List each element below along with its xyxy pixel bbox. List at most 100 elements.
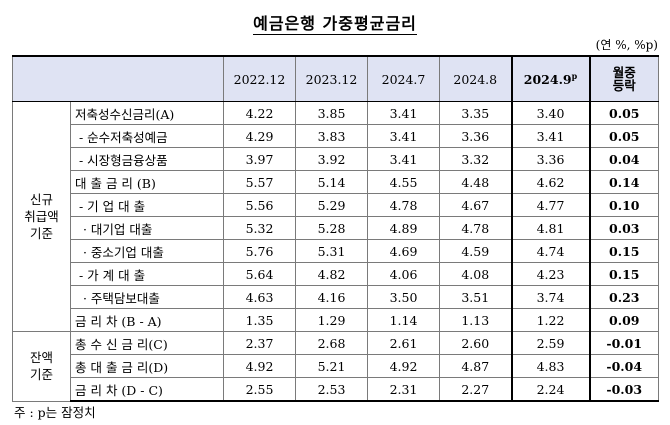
row-label: · 주택담보대출 bbox=[70, 285, 224, 309]
table-row: 금 리 차 (B - A) 1.35 1.29 1.14 1.13 1.22 0.09 bbox=[13, 308, 659, 332]
row-label: · 대기업 대출 bbox=[70, 216, 224, 240]
row-label: - 기 업 대 출 bbox=[70, 193, 224, 217]
table-row: - 가 계 대 출 5.64 4.82 4.06 4.08 4.23 0.15 bbox=[13, 262, 659, 286]
cell-current: 3.74 bbox=[510, 285, 591, 309]
cell-change: 0.03 bbox=[589, 216, 659, 240]
cell-value: 4.29 bbox=[223, 124, 296, 148]
table-row: 잔액 기준 총 수 신 금 리(C) 2.37 2.68 2.61 2.60 2.59 -0.0… bbox=[12, 331, 659, 402]
table-row: 금 리 차 (D - C) 2.55 2.53 2.31 2.27 2.24 -0.03 bbox=[13, 377, 659, 402]
cell-value: 5.32 bbox=[223, 216, 296, 240]
cell-value: 4.69 bbox=[367, 239, 440, 263]
cell-value: 5.21 bbox=[295, 354, 368, 378]
cell-value: 5.14 bbox=[295, 170, 368, 194]
cell-value: 4.08 bbox=[439, 262, 512, 286]
table-row: - 시장형금융상품 3.97 3.92 3.41 3.32 3.36 0.04 bbox=[13, 147, 659, 171]
cell-current: 3.41 bbox=[510, 124, 591, 148]
cell-value: 3.92 bbox=[295, 147, 368, 171]
table-row: · 주택담보대출 4.63 4.16 3.50 3.51 3.74 0.23 bbox=[13, 285, 659, 309]
table-row: - 기 업 대 출 5.56 5.29 4.78 4.67 4.77 0.10 bbox=[13, 193, 659, 217]
cell-current: 1.22 bbox=[510, 308, 591, 332]
cell-value: 5.29 bbox=[295, 193, 368, 217]
cell-current: 3.40 bbox=[510, 101, 591, 125]
cell-change: 0.15 bbox=[589, 239, 659, 263]
unit-label: (연 %, %p) bbox=[595, 38, 658, 52]
cell-change: 0.05 bbox=[589, 124, 659, 148]
cell-current: 4.62 bbox=[510, 170, 591, 194]
cell-current: 4.74 bbox=[510, 239, 591, 263]
cell-value: 3.83 bbox=[295, 124, 368, 148]
table-row: 신규 취급액 기준 저축성수신금리(A) 4.22 3.85 3.41 3.35 3.40 0.0… bbox=[12, 101, 659, 332]
cell-change: 0.09 bbox=[589, 308, 659, 332]
cell-value: 5.56 bbox=[223, 193, 296, 217]
cell-change: 0.15 bbox=[589, 262, 659, 286]
row-label: · 중소기업 대출 bbox=[70, 239, 224, 263]
group-label-new: 신규 취급액 기준 bbox=[12, 101, 71, 332]
row-label: 총 대 출 금 리(D) bbox=[70, 354, 224, 378]
cell-value: 5.57 bbox=[223, 170, 296, 194]
cell-change: 0.04 bbox=[589, 147, 659, 171]
row-label: - 시장형금융상품 bbox=[70, 147, 224, 171]
row-label: 대 출 금 리 (B) bbox=[70, 170, 224, 194]
cell-value: 5.28 bbox=[295, 216, 368, 240]
row-label: 총 수 신 금 리(C) bbox=[70, 331, 224, 355]
cell-current: 2.59 bbox=[510, 331, 591, 355]
table-row: · 중소기업 대출 5.76 5.31 4.69 4.59 4.74 0.15 bbox=[13, 239, 659, 263]
cell-value: 4.63 bbox=[223, 285, 296, 309]
col-header: 2023.12 bbox=[295, 55, 368, 102]
cell-value: 4.59 bbox=[439, 239, 512, 263]
cell-current: 4.77 bbox=[510, 193, 591, 217]
cell-value: 2.37 bbox=[223, 331, 296, 355]
cell-value: 4.78 bbox=[367, 193, 440, 217]
cell-value: 3.36 bbox=[439, 124, 512, 148]
cell-change: 0.23 bbox=[589, 285, 659, 309]
row-label: - 가 계 대 출 bbox=[70, 262, 224, 286]
cell-current: 2.24 bbox=[510, 377, 591, 402]
header-corner bbox=[12, 55, 224, 102]
cell-value: 3.41 bbox=[367, 101, 440, 125]
cell-value: 2.53 bbox=[295, 377, 368, 402]
table-row: 총 대 출 금 리(D) 4.92 5.21 4.92 4.87 4.83 -0.04 bbox=[13, 354, 659, 378]
row-label: 금 리 차 (B - A) bbox=[70, 308, 224, 332]
cell-value: 4.92 bbox=[367, 354, 440, 378]
table-row: · 대기업 대출 5.32 5.28 4.89 4.78 4.81 0.03 bbox=[13, 216, 659, 240]
cell-value: 4.16 bbox=[295, 285, 368, 309]
cell-value: 2.68 bbox=[295, 331, 368, 355]
cell-change: -0.01 bbox=[589, 331, 659, 355]
col-header: 2024.8 bbox=[439, 55, 512, 102]
cell-value: 4.87 bbox=[439, 354, 512, 378]
cell-value: 3.41 bbox=[367, 147, 440, 171]
cell-current: 4.83 bbox=[510, 354, 591, 378]
cell-value: 4.48 bbox=[439, 170, 512, 194]
cell-value: 5.76 bbox=[223, 239, 296, 263]
cell-value: 1.14 bbox=[367, 308, 440, 332]
interest-rate-table: 2022.12 2023.12 2024.7 2024.8 2024.9p 월중… bbox=[12, 55, 659, 402]
cell-current: 3.36 bbox=[510, 147, 591, 171]
cell-change: 0.10 bbox=[589, 193, 659, 217]
cell-change: -0.03 bbox=[589, 377, 659, 402]
cell-value: 2.31 bbox=[367, 377, 440, 402]
col-header-current: 2024.9p bbox=[510, 55, 591, 102]
cell-change: 0.14 bbox=[589, 170, 659, 194]
cell-value: 3.32 bbox=[439, 147, 512, 171]
cell-value: 4.82 bbox=[295, 262, 368, 286]
cell-value: 2.55 bbox=[223, 377, 296, 402]
page-title: 예금은행 가중평균금리 bbox=[253, 14, 417, 35]
cell-value: 5.64 bbox=[223, 262, 296, 286]
col-header: 2022.12 bbox=[223, 55, 296, 102]
row-label: 금 리 차 (D - C) bbox=[70, 377, 224, 402]
cell-value: 4.78 bbox=[439, 216, 512, 240]
cell-value: 4.89 bbox=[367, 216, 440, 240]
col-header: 2024.7 bbox=[367, 55, 440, 102]
table-row: - 순수저축성예금 4.29 3.83 3.41 3.36 3.41 0.05 bbox=[13, 124, 659, 148]
table-row: 대 출 금 리 (B) 5.57 5.14 4.55 4.48 4.62 0.14 bbox=[13, 170, 659, 194]
cell-value: 4.67 bbox=[439, 193, 512, 217]
cell-value: 3.50 bbox=[367, 285, 440, 309]
cell-value: 1.29 bbox=[295, 308, 368, 332]
cell-value: 4.22 bbox=[223, 101, 296, 125]
cell-value: 1.13 bbox=[439, 308, 512, 332]
cell-change: 0.05 bbox=[589, 101, 659, 125]
cell-value: 4.55 bbox=[367, 170, 440, 194]
cell-value: 5.31 bbox=[295, 239, 368, 263]
cell-value: 2.27 bbox=[439, 377, 512, 402]
cell-value: 2.61 bbox=[367, 331, 440, 355]
